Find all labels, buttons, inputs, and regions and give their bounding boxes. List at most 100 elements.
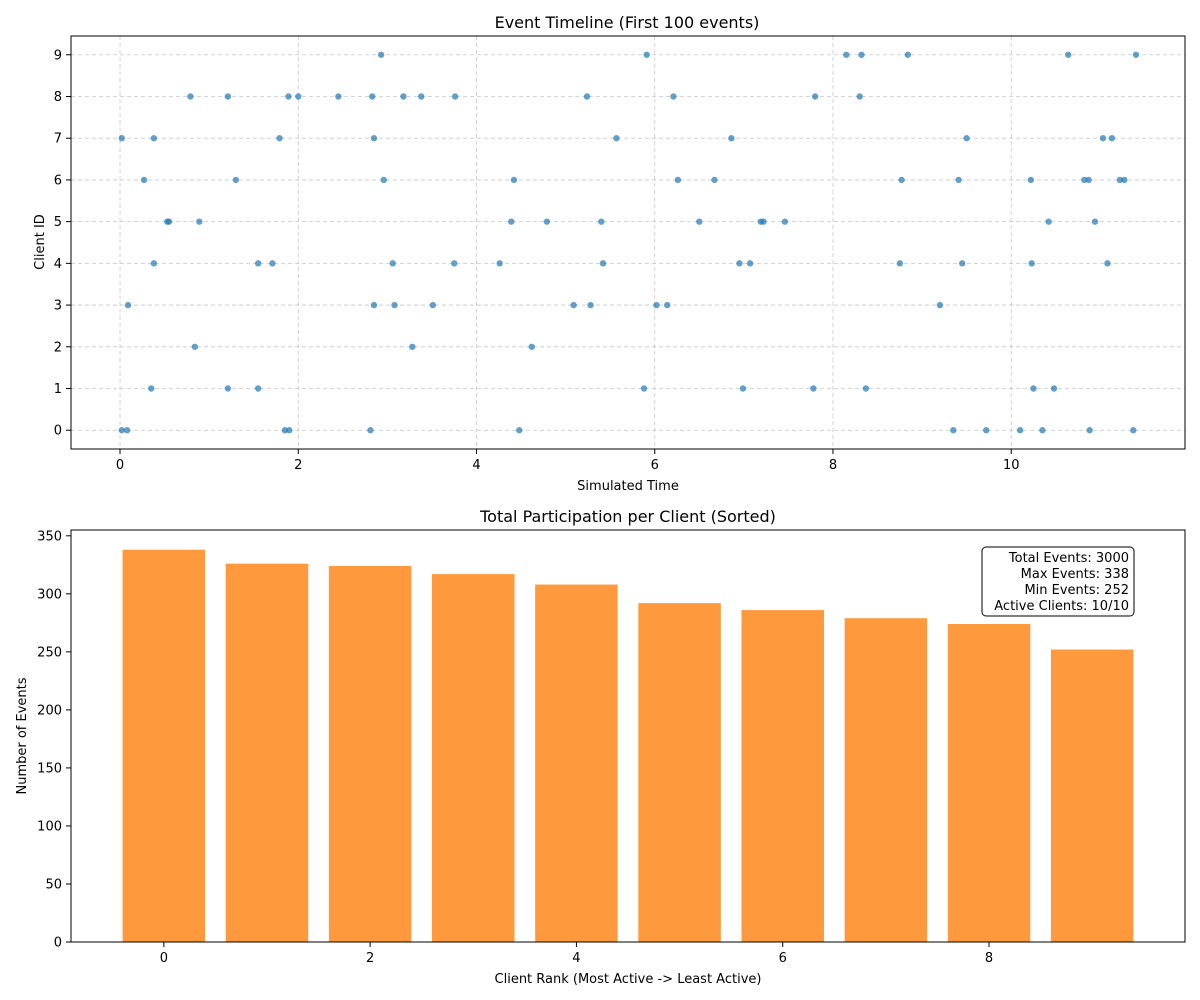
timeline-y-tick-label-9: 9 (54, 48, 62, 63)
event-point (285, 93, 292, 100)
client-bar-rank-6 (741, 610, 824, 942)
participation-y-tick-label-350: 350 (37, 529, 62, 544)
participation-plot-frame (70, 529, 1186, 943)
participation-x-ticks: 0 2 4 6 8 (160, 942, 993, 966)
timeline-x-tick-label-2: 2 (294, 458, 302, 473)
participation-y-tick-label-100: 100 (37, 819, 62, 834)
event-point (391, 301, 398, 309)
event-point (1027, 176, 1035, 184)
event-point (380, 176, 388, 184)
participation-x-tick-label-0: 0 (160, 951, 168, 966)
event-point (858, 51, 865, 58)
timeline-y-label: Client ID (33, 214, 48, 270)
event-point (963, 135, 970, 142)
event-point (418, 93, 425, 100)
event-point (118, 427, 125, 434)
event-point (1091, 218, 1099, 225)
event-point (367, 427, 374, 434)
event-point (286, 427, 293, 434)
event-point (781, 218, 789, 225)
event-point (1085, 176, 1092, 184)
event-point (862, 385, 870, 392)
event-point (643, 51, 650, 58)
timeline-y-tick-label-4: 4 (54, 257, 62, 272)
event-point (811, 93, 819, 100)
event-point (335, 93, 342, 100)
event-point (400, 93, 407, 100)
participation-y-tick-label-50: 50 (45, 877, 62, 892)
event-point (856, 93, 863, 100)
event-point (983, 427, 990, 434)
participation-y-tick-label-150: 150 (37, 761, 62, 776)
client-bar-rank-7 (844, 618, 928, 942)
timeline-x-tick-label-4: 4 (472, 458, 480, 473)
event-point (1121, 176, 1128, 184)
event-point (1065, 51, 1072, 58)
event-point (1028, 260, 1035, 267)
participation-x-tick-label-8: 8 (985, 951, 993, 966)
event-point (653, 301, 660, 309)
event-point (1104, 260, 1111, 267)
participation-y-label: Number of Events (15, 677, 30, 794)
timeline-y-ticks: 0 1 2 3 4 5 6 7 8 9 (54, 48, 71, 439)
timeline-x-ticks: 0 2 4 6 8 10 (116, 449, 1020, 473)
event-point (843, 51, 850, 58)
event-point (123, 427, 131, 434)
event-point (254, 260, 262, 267)
timeline-grid (71, 36, 1185, 449)
event-point (1050, 385, 1058, 392)
participation-y-tick-label-200: 200 (37, 703, 62, 718)
event-point (760, 218, 767, 225)
client-bar-rank-8 (947, 624, 1031, 942)
event-point (451, 93, 459, 100)
event-point (187, 93, 194, 100)
client-bar-rank-1 (225, 563, 309, 942)
participation-title: Total Participation per Client (Sorted) (479, 507, 776, 526)
timeline-y-tick-label-3: 3 (54, 299, 62, 314)
event-point (150, 135, 158, 142)
timeline-x-label: Simulated Time (577, 479, 679, 494)
event-point (191, 343, 199, 350)
event-point (896, 260, 904, 267)
event-point (1108, 135, 1116, 142)
timeline-x-tick-label-8: 8 (829, 458, 837, 473)
timeline-points (118, 51, 1140, 434)
event-point (254, 385, 262, 392)
event-point (674, 176, 682, 184)
event-point (224, 93, 232, 100)
timeline-plot-frame (70, 35, 1186, 450)
participation-y-ticks: 0 50 100 150 200 250 300 350 (37, 529, 71, 951)
event-point (369, 93, 376, 100)
event-point (409, 343, 416, 350)
event-point (1116, 176, 1124, 184)
timeline-y-tick-label-5: 5 (54, 215, 62, 230)
participation-bars (122, 549, 1134, 942)
event-point (1030, 385, 1037, 392)
event-point (377, 51, 385, 58)
event-point (599, 260, 607, 267)
event-point (224, 385, 232, 392)
event-point (1045, 218, 1052, 225)
event-point (587, 301, 594, 309)
event-point (516, 427, 523, 434)
event-point (496, 260, 503, 267)
event-point (276, 135, 283, 142)
stats-active-clients: Active Clients: 10/10 (994, 599, 1129, 614)
participation-panel: Total Participation per Client (Sorted) … (15, 507, 1186, 987)
event-point (1086, 427, 1093, 434)
participation-y-tick-label-0: 0 (54, 936, 62, 951)
timeline-x-tick-label-10: 10 (1003, 458, 1020, 473)
participation-y-tick-label-250: 250 (37, 645, 62, 660)
timeline-y-tick-label-0: 0 (54, 424, 62, 439)
event-point (1099, 135, 1107, 142)
event-point (728, 135, 735, 142)
client-bar-rank-0 (122, 549, 206, 942)
event-point (959, 260, 966, 267)
event-point (389, 260, 396, 267)
participation-x-tick-label-4: 4 (572, 951, 580, 966)
stats-annotation: Total Events: 3000 Max Events: 338 Min E… (981, 546, 1135, 617)
client-bar-rank-9 (1050, 649, 1134, 942)
event-point (736, 260, 743, 267)
timeline-y-tick-label-1: 1 (54, 382, 62, 397)
